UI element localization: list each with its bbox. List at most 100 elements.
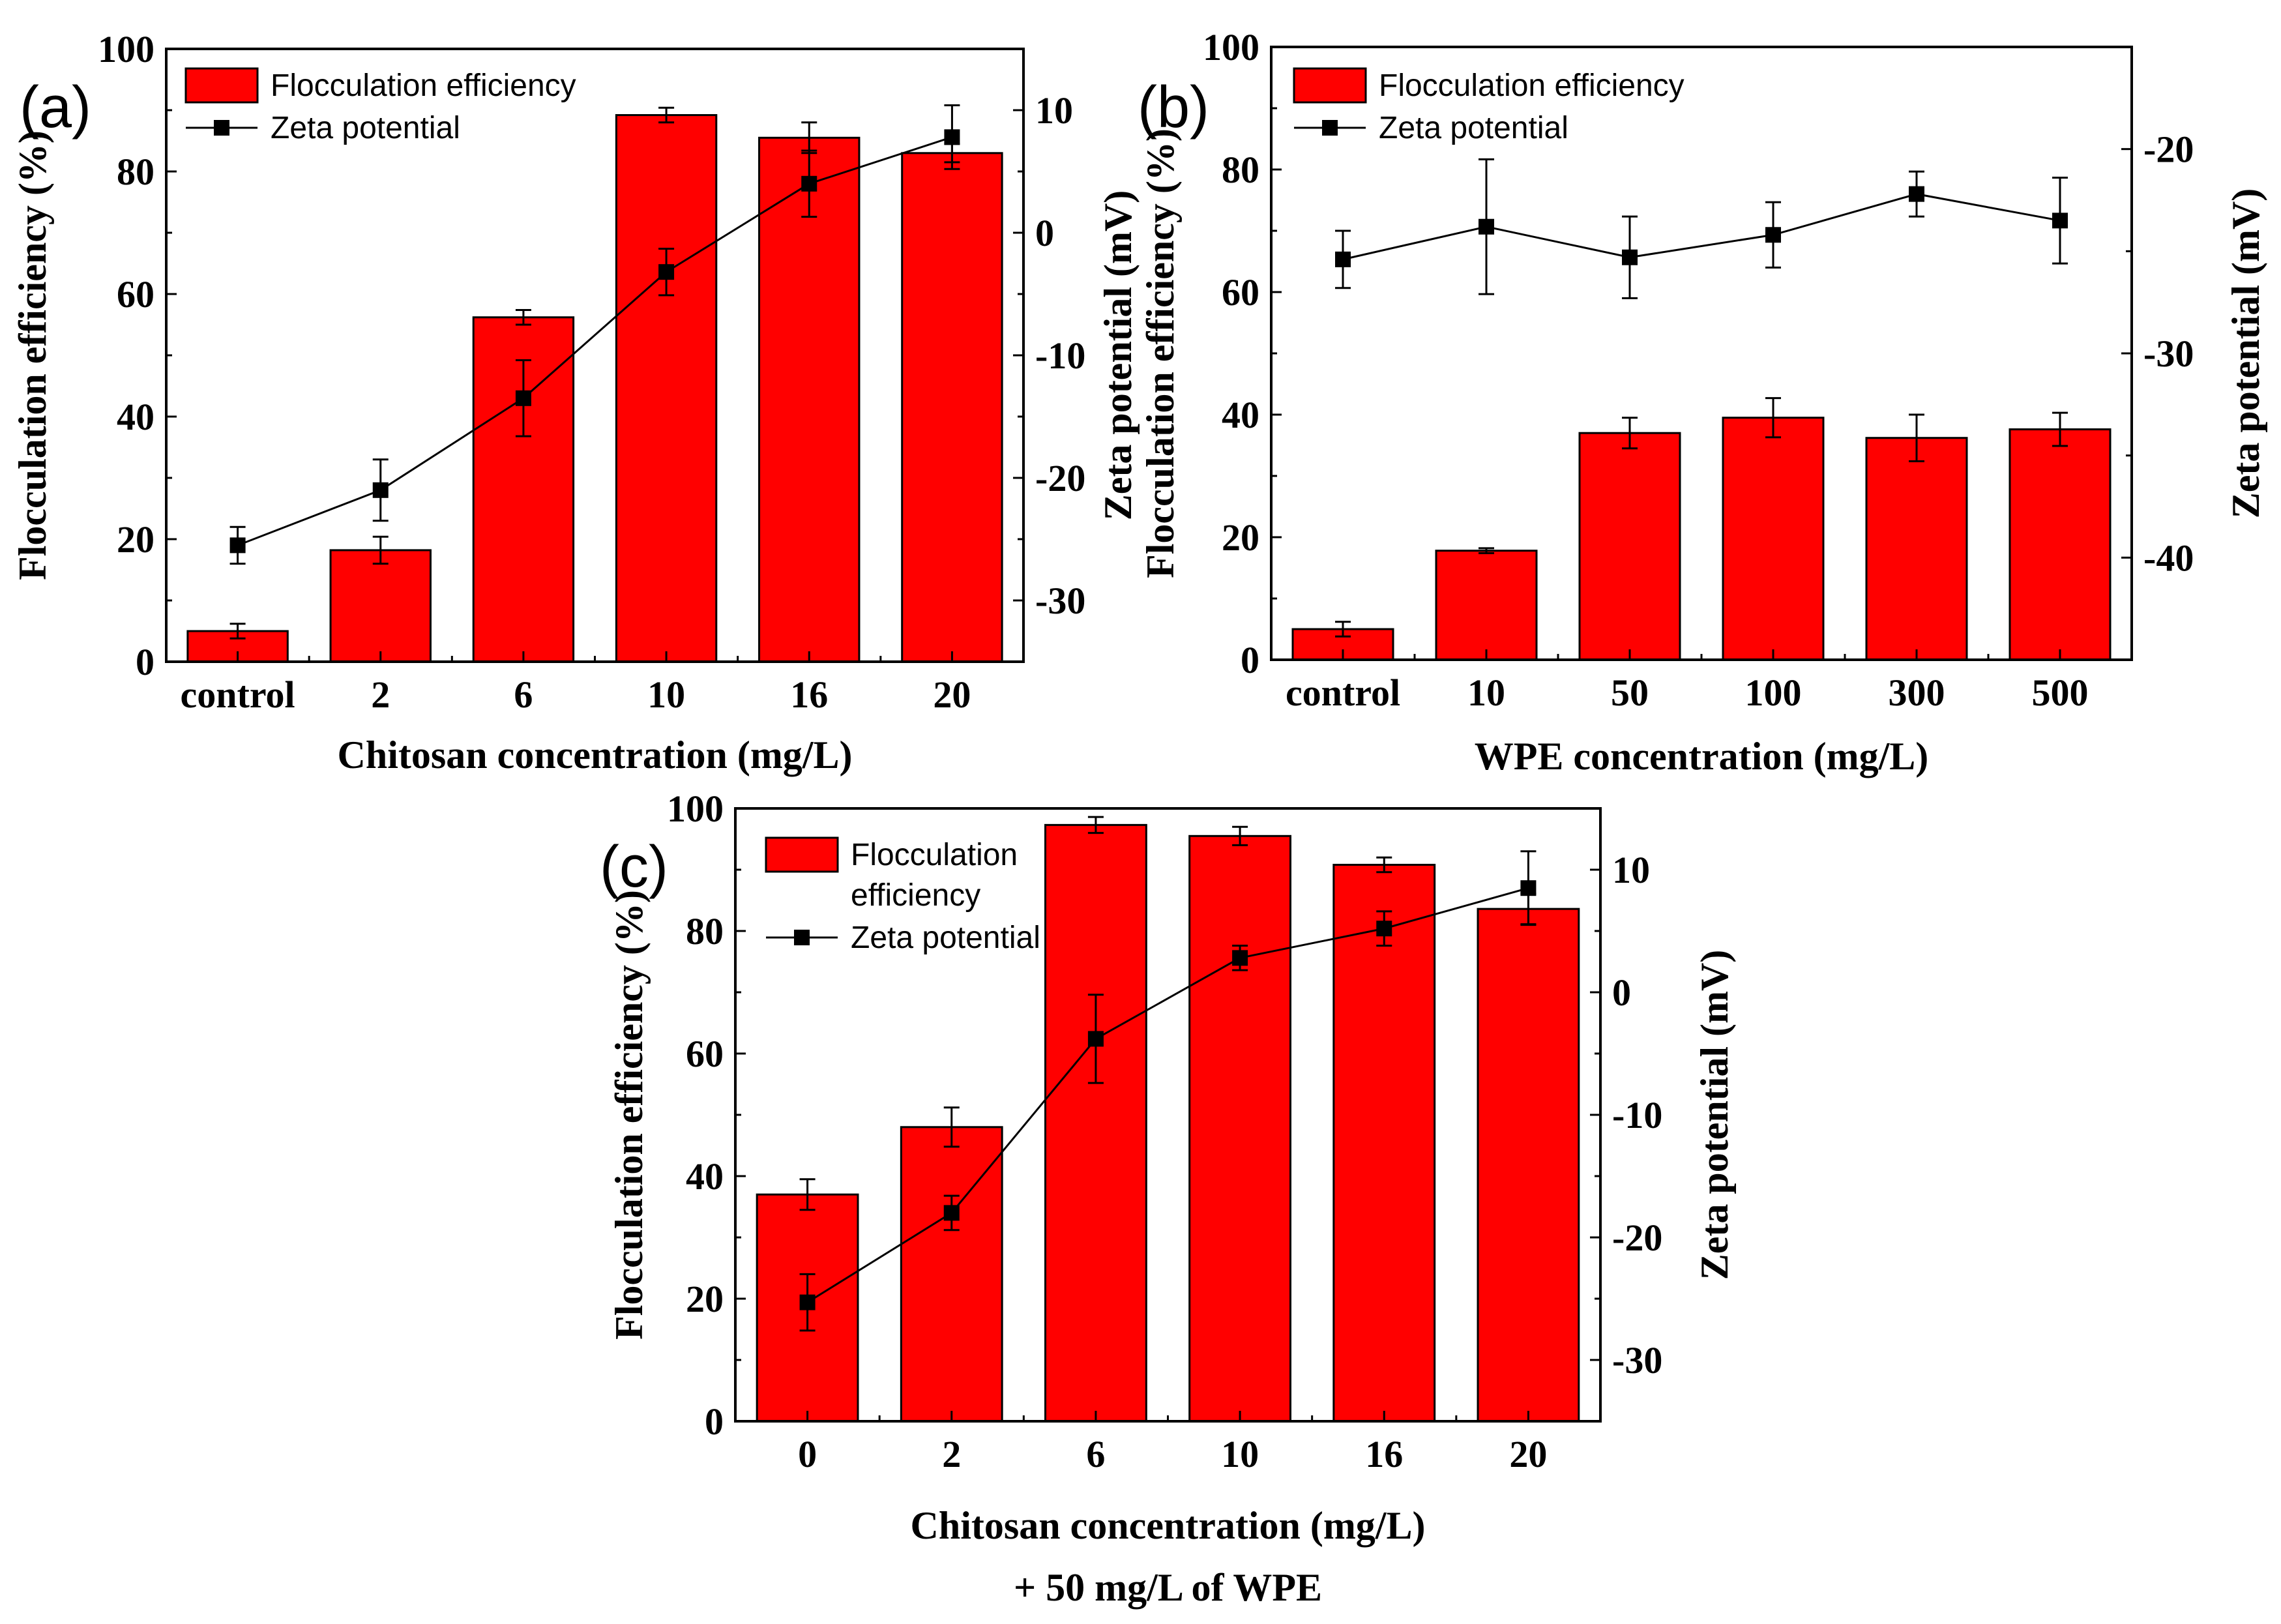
zeta-point [1376, 921, 1392, 937]
legend-bar-label: Flocculation efficiency [1379, 68, 1685, 103]
zeta-point [801, 175, 817, 192]
y-tick-label: 20 [686, 1278, 724, 1320]
legend-bar-label: efficiency [851, 878, 980, 913]
zeta-point [515, 390, 531, 406]
zeta-point [1765, 227, 1781, 243]
x-tick-label: 16 [790, 673, 828, 716]
x-tick-label: 10 [1467, 672, 1505, 714]
y2-tick-label: -20 [1035, 457, 1085, 499]
legend-line-label: Zeta potential [1379, 111, 1568, 145]
y-tick-label: 0 [136, 641, 155, 683]
x-tick-label: 0 [798, 1433, 817, 1475]
y-tick-label: 0 [705, 1400, 724, 1443]
y-tick-label: 100 [98, 28, 155, 70]
y-tick-label: 40 [117, 396, 155, 438]
zeta-line [237, 136, 952, 546]
x-axis-label: Chitosan concentration (mg/L) [338, 733, 853, 776]
x-tick-label: 2 [371, 673, 390, 716]
x-tick-label: control [1286, 672, 1400, 714]
chart-panel-b: 0 20 40 60 80 100 -40 -30 -20 control 10 50 100 300 50… [1138, 26, 2267, 778]
y2-tick-label: -30 [2143, 332, 2194, 375]
legend-bar-swatch [765, 836, 839, 873]
y2-tick-label: 10 [1035, 89, 1073, 132]
x-tick-label: 20 [1509, 1433, 1547, 1475]
zeta-point [1479, 218, 1494, 235]
bar [1477, 908, 1580, 1423]
y2-axis-label: Zeta potential (mV) [1693, 950, 1736, 1280]
y-axis-label: Flocculation efficiency (%) [608, 890, 651, 1340]
zeta-point [2052, 213, 2068, 229]
bar [1044, 823, 1147, 1423]
bar [329, 549, 432, 663]
legend-bar-swatch [184, 67, 259, 104]
y-tick-label: 40 [686, 1155, 724, 1198]
zeta-point [229, 537, 246, 554]
x-tick-label: 16 [1365, 1433, 1403, 1475]
y2-tick-label: -40 [2143, 537, 2194, 579]
legend-line-label: Zeta potential [851, 921, 1040, 955]
y-tick-label: 80 [1222, 149, 1259, 191]
x-axis-label: + 50 mg/L of WPE [1014, 1566, 1322, 1609]
y-axis-label: Flocculation efficiency (%) [1139, 128, 1182, 578]
chart-panel-a: 0 20 40 60 80 100 -30 -20 -10 0 10 control 2 6 10 16 20 F… [11, 28, 1140, 776]
y2-tick-label: 0 [1612, 971, 1631, 1014]
bar [1188, 834, 1291, 1423]
zeta-point [944, 129, 960, 145]
legend-line-marker [214, 120, 229, 136]
zeta-point [943, 1205, 960, 1221]
x-tick-label: 300 [1889, 672, 1945, 714]
bar [1435, 550, 1538, 661]
panel-label: (c) [600, 834, 668, 900]
y2-tick-label: -20 [2143, 128, 2194, 171]
bar [900, 1126, 1003, 1423]
x-axis-label: Chitosan concentration (mg/L) [911, 1504, 1426, 1547]
y2-tick-label: -20 [1612, 1217, 1662, 1259]
zeta-point [1622, 249, 1638, 265]
x-tick-label: 500 [2032, 672, 2089, 714]
bar [2009, 428, 2112, 661]
bar [1722, 417, 1825, 661]
x-tick-label: 6 [514, 673, 533, 716]
bar [1332, 863, 1436, 1423]
y-tick-label: 20 [1222, 516, 1259, 559]
y-tick-label: 80 [686, 910, 724, 952]
zeta-point [1087, 1031, 1104, 1047]
panel-label: (b) [1138, 75, 1209, 140]
legend-bar-label: Flocculation efficiency [271, 68, 576, 103]
y-tick-label: 0 [1241, 639, 1259, 681]
zeta-point [372, 482, 389, 498]
y-tick-label: 40 [1222, 394, 1259, 436]
y2-tick-label: 0 [1035, 212, 1054, 254]
x-tick-label: control [181, 673, 295, 716]
panel-label: (a) [20, 75, 91, 140]
x-tick-label: 100 [1745, 672, 1802, 714]
zeta-point [1232, 950, 1248, 966]
zeta-point [1520, 880, 1537, 896]
y-tick-label: 100 [1203, 26, 1259, 68]
y2-tick-label: 10 [1612, 849, 1650, 891]
y-tick-label: 100 [667, 788, 724, 830]
y2-axis-label: Zeta potential (mV) [1096, 190, 1140, 521]
zeta-point [1909, 186, 1924, 202]
zeta-line [1342, 193, 2061, 261]
legend-bar-label: Flocculation [851, 838, 1018, 872]
y-tick-label: 20 [117, 518, 155, 561]
legend-line-marker [1322, 120, 1338, 136]
legend-line-marker [794, 930, 810, 945]
x-tick-label: 2 [942, 1433, 961, 1475]
y-tick-label: 60 [1222, 271, 1259, 314]
x-tick-label: 10 [1221, 1433, 1259, 1475]
x-tick-label: 6 [1086, 1433, 1105, 1475]
zeta-point [799, 1294, 816, 1310]
y-tick-label: 80 [117, 151, 155, 193]
legend-bar-swatch [1293, 67, 1367, 104]
x-tick-label: 20 [933, 673, 971, 716]
zeta-line [806, 887, 1529, 1303]
zeta-point [658, 264, 675, 280]
bar [901, 152, 1003, 663]
x-tick-label: 10 [647, 673, 685, 716]
y-axis-label: Flocculation efficiency (%) [11, 130, 54, 580]
x-tick-label: 50 [1611, 672, 1649, 714]
